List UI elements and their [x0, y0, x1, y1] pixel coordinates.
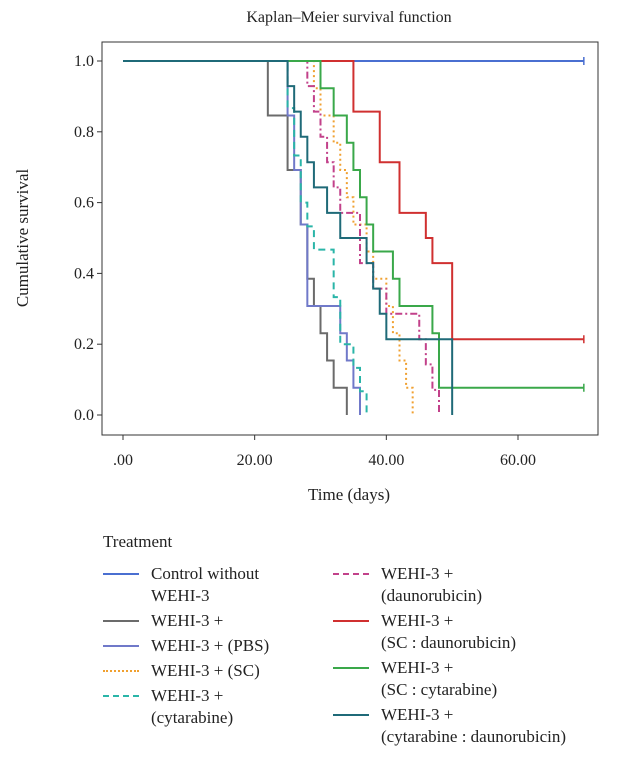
y-tick-label: 0.6	[74, 195, 94, 212]
legend-label: WEHI-3 + (cytarabine : daunorubicin)	[381, 705, 567, 746]
legend-label: WEHI-3 + (SC : cytarabine)	[381, 658, 498, 699]
plot-frame	[101, 41, 599, 436]
series-8-line	[123, 60, 584, 389]
legend-swatch	[103, 695, 139, 697]
legend-item: WEHI-3 + (cytarabine)	[103, 685, 333, 729]
legend-swatch	[103, 620, 139, 622]
y-tick-label: 0.4	[74, 265, 94, 282]
series-5-line	[123, 60, 368, 415]
series-6-line	[123, 60, 440, 415]
legend-item: WEHI-3 + (PBS)	[103, 635, 333, 657]
legend-swatch	[333, 667, 369, 669]
x-tick-label: .00	[113, 452, 133, 469]
legend-label: WEHI-3 + (daunorubicin)	[381, 564, 483, 605]
legend-label: WEHI-3 + (SC)	[151, 661, 260, 680]
legend-item: WEHI-3 +	[103, 610, 333, 632]
legend-item: Control without WEHI-3	[103, 563, 333, 607]
x-axis-label: Time (days)	[308, 485, 390, 504]
legend-item: WEHI-3 + (daunorubicin)	[333, 563, 622, 607]
legend-column-left: Control without WEHI-3 WEHI-3 + WEHI-3 + (…	[103, 563, 333, 732]
series-2-line	[123, 60, 348, 415]
legend-swatch	[333, 573, 369, 575]
legend-item: WEHI-3 + (SC : cytarabine)	[333, 657, 622, 701]
legend-swatch	[333, 714, 369, 716]
legend-label: WEHI-3 + (PBS)	[151, 636, 270, 655]
y-tick-label: 0.2	[74, 336, 94, 353]
legend-label: WEHI-3 +	[151, 611, 224, 630]
y-tick-label: 0.0	[74, 407, 94, 424]
legend-label: WEHI-3 + (cytarabine)	[151, 686, 234, 727]
legend-item: WEHI-3 + (SC)	[103, 660, 333, 682]
y-axis-label: Cumulative survival	[13, 169, 32, 308]
legend-title: Treatment	[103, 532, 173, 551]
legend-swatch	[103, 670, 139, 672]
y-tick-label: 0.8	[74, 124, 94, 141]
series-4-line	[123, 60, 414, 415]
chart-svg: Kaplan–Meier survival function 0.0 0.2 0.4…	[13, 9, 599, 504]
series-3-line	[123, 60, 361, 415]
legend-swatch	[103, 573, 139, 575]
x-tick-label: 60.00	[500, 452, 536, 469]
legend-item: WEHI-3 + (SC : daunorubicin)	[333, 610, 622, 654]
chart-title: Kaplan–Meier survival function	[246, 9, 451, 26]
legend-item: WEHI-3 + (cytarabine : daunorubicin)	[333, 704, 622, 748]
y-tick-label: 1.0	[74, 53, 94, 70]
plot-area: 0.0 0.2 0.4 0.6 0.8 1.0 .00 20.00 40.00 60.00	[74, 41, 599, 469]
series-9-line	[123, 60, 454, 415]
x-tick-label: 40.00	[368, 452, 404, 469]
legend-label: WEHI-3 + (SC : daunorubicin)	[381, 611, 517, 652]
legend-swatch	[103, 645, 139, 647]
legend-label: Control without WEHI-3	[151, 564, 260, 605]
series-7-line	[123, 60, 584, 341]
legend-swatch	[333, 620, 369, 622]
legend-column-right: WEHI-3 + (daunorubicin) WEHI-3 + (SC : da…	[333, 563, 622, 751]
x-tick-label: 20.00	[237, 452, 273, 469]
